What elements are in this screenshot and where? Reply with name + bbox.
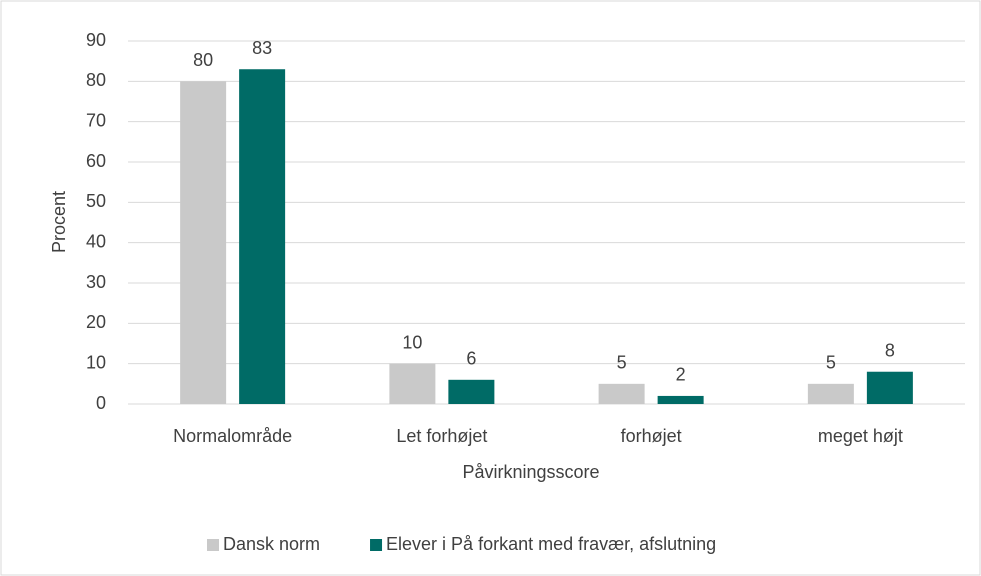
- y-tick-label: 0: [96, 393, 106, 413]
- legend-swatch: [207, 539, 219, 551]
- x-tick-label: forhøjet: [621, 426, 682, 446]
- data-label: 8: [885, 340, 895, 360]
- x-tick-label: meget højt: [818, 426, 903, 446]
- bar: [657, 395, 704, 404]
- y-tick-label: 50: [86, 191, 106, 211]
- data-label: 83: [252, 38, 272, 58]
- y-tick-label: 10: [86, 352, 106, 372]
- y-axis-title: Procent: [49, 191, 69, 253]
- x-axis-title: Påvirkningsscore: [462, 462, 599, 482]
- data-label: 80: [193, 50, 213, 70]
- legend-label: Elever i På forkant med fravær, afslutni…: [386, 534, 716, 554]
- bar: [239, 69, 286, 404]
- y-tick-label: 30: [86, 272, 106, 292]
- y-tick-label: 20: [86, 312, 106, 332]
- data-label: 6: [466, 349, 476, 369]
- bar: [448, 379, 495, 404]
- bar: [180, 81, 227, 404]
- y-tick-label: 80: [86, 70, 106, 90]
- bar: [866, 371, 913, 404]
- y-tick-label: 40: [86, 231, 106, 251]
- bar: [598, 383, 645, 404]
- data-label: 5: [826, 353, 836, 373]
- data-label: 10: [402, 332, 422, 352]
- data-label: 5: [617, 353, 627, 373]
- legend-label: Dansk norm: [223, 534, 320, 554]
- x-tick-label: Let forhøjet: [396, 426, 487, 446]
- x-tick-label: Normalområde: [173, 426, 292, 446]
- legend-swatch: [370, 539, 383, 551]
- data-label: 2: [676, 365, 686, 385]
- y-tick-label: 60: [86, 151, 106, 171]
- y-tick-label: 90: [86, 30, 106, 50]
- y-tick-label: 70: [86, 110, 106, 130]
- bar: [807, 383, 854, 404]
- bar: [389, 363, 436, 404]
